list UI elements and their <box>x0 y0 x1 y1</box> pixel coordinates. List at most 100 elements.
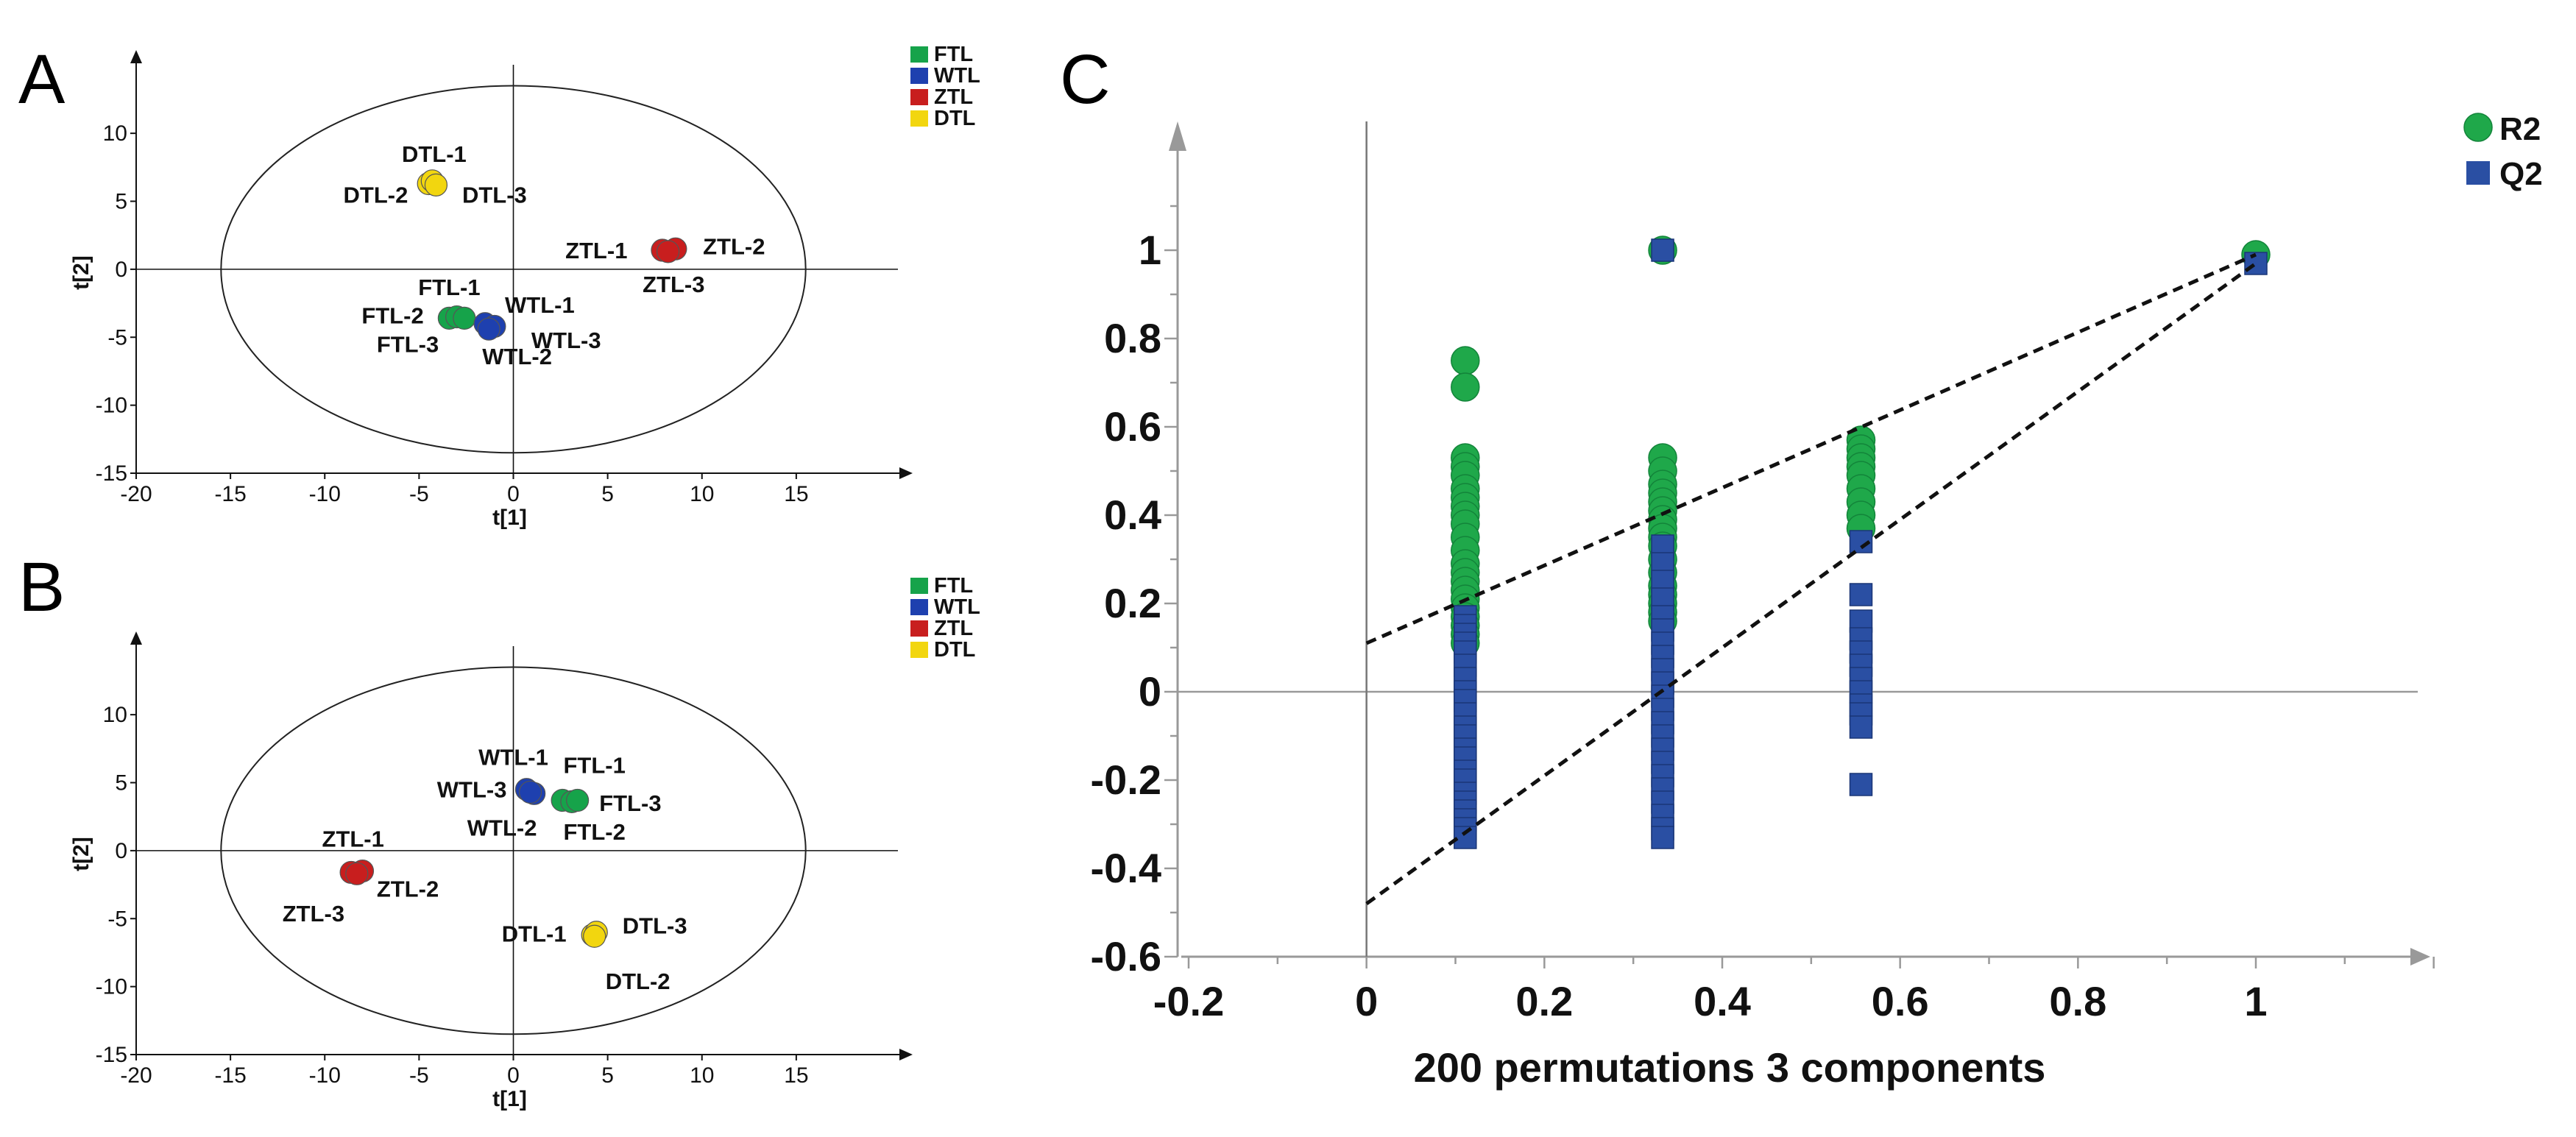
data-point-ftl <box>566 788 590 812</box>
x-tick-label: -10 <box>309 1063 341 1088</box>
data-point-wtl <box>518 780 542 804</box>
point-label: DTL-1 <box>502 921 567 947</box>
y-tick-label: 10 <box>103 121 127 146</box>
legend-marker-r2 <box>2463 113 2493 142</box>
q2-point <box>1849 715 1873 739</box>
y-tick-label: -5 <box>107 325 127 350</box>
panel-b-confidence-ellipse <box>220 666 807 1035</box>
y-tick-label: 0 <box>115 258 127 282</box>
y-tick-label: -10 <box>96 975 127 999</box>
point-label: FTL-1 <box>564 752 626 778</box>
legend-label-dtl: DTL <box>934 107 975 130</box>
point-label: FTL-2 <box>361 303 423 329</box>
y-tick-label: -0.6 <box>1091 933 1162 980</box>
panel-c-y-axis-arrow <box>1169 121 1186 151</box>
x-tick-label: 0.4 <box>1694 978 1751 1024</box>
data-point-dtl <box>424 173 448 196</box>
point-label: DTL-1 <box>402 141 467 167</box>
legend-swatch-wtl <box>910 68 928 84</box>
legend-label-dtl: DTL <box>934 638 975 662</box>
y-tick-label: 0.6 <box>1104 403 1161 450</box>
legend-swatch-dtl <box>910 110 928 127</box>
legend-swatch-ftl <box>910 46 928 63</box>
legend-label-q2: Q2 <box>2499 156 2543 192</box>
legend-swatch-ftl <box>910 578 928 594</box>
data-point-dtl <box>583 924 606 948</box>
x-tick-label: 0.8 <box>2049 978 2106 1024</box>
panel-c-x-axis-arrow <box>2410 948 2430 966</box>
y-tick-label: 0.2 <box>1104 580 1161 626</box>
y-tick-label: 5 <box>115 771 127 796</box>
panel-b-y-axis-label: t[2] <box>69 837 93 871</box>
q2-point <box>1849 583 1873 606</box>
q2-point <box>1849 773 1873 796</box>
legend-swatch-ztl <box>910 89 928 105</box>
x-tick-label: 15 <box>784 1063 808 1088</box>
panel-b-label: B <box>18 548 65 626</box>
panel-b-x-axis-label: t[1] <box>492 1087 527 1111</box>
point-label: DTL-2 <box>606 968 670 994</box>
legend-marker-q2 <box>2466 161 2490 185</box>
panel-c-x-axis-label: 200 permutations 3 components <box>1414 1044 2046 1091</box>
q2-point <box>1651 238 1674 262</box>
legend-label-ztl: ZTL <box>934 85 973 109</box>
x-tick-label: 15 <box>784 482 808 506</box>
point-label: ZTL-1 <box>565 238 627 263</box>
legend-label-wtl: WTL <box>934 595 980 619</box>
r2-point <box>1451 372 1480 402</box>
x-tick-label: 10 <box>690 482 714 506</box>
panel-c-permutation-plot: C 200 permutations 3 components -0.2 0 0.2… <box>1060 40 2543 1091</box>
x-tick-label: -10 <box>309 482 341 506</box>
point-label: WTL-2 <box>467 815 537 840</box>
x-tick-label: -5 <box>409 1063 429 1088</box>
legend-swatch-wtl <box>910 599 928 615</box>
x-tick-label: 0.6 <box>1872 978 1929 1024</box>
x-tick-label: -15 <box>214 1063 246 1088</box>
point-label: WTL-1 <box>505 292 575 318</box>
data-point-ztl <box>345 862 369 885</box>
x-tick-label: 10 <box>690 1063 714 1088</box>
x-tick-label: -20 <box>120 1063 152 1088</box>
y-tick-label: -15 <box>96 1043 127 1067</box>
x-tick-label: -0.2 <box>1153 978 1225 1024</box>
legend-label-ztl: ZTL <box>934 617 973 640</box>
y-tick-label: 10 <box>103 703 127 727</box>
trend-line-q2 <box>1365 261 2257 906</box>
panel-c-label: C <box>1060 40 1111 118</box>
legend-label-ftl: FTL <box>934 43 973 66</box>
panel-a-y-axis-label: t[2] <box>69 255 93 290</box>
point-label: WTL-3 <box>531 327 601 353</box>
point-label: WTL-3 <box>437 777 507 803</box>
point-label: ZTL-3 <box>283 901 344 927</box>
point-label: FTL-1 <box>418 274 480 300</box>
y-tick-label: -10 <box>96 394 127 418</box>
r2-point <box>1451 346 1480 375</box>
legend-swatch-dtl <box>910 642 928 658</box>
x-tick-label: 5 <box>601 1063 614 1088</box>
x-tick-label: 0 <box>1355 978 1378 1024</box>
x-tick-label: 5 <box>601 482 614 506</box>
point-label: ZTL-2 <box>377 876 439 902</box>
point-label: DTL-3 <box>623 913 687 938</box>
point-label: FTL-3 <box>377 331 439 357</box>
point-label: WTL-1 <box>478 744 548 770</box>
y-tick-label: -15 <box>96 461 127 486</box>
panel-a-x-axis-label: t[1] <box>492 506 527 530</box>
y-tick-label: -5 <box>107 907 127 931</box>
y-tick-label: 0.4 <box>1104 492 1161 538</box>
point-label: FTL-2 <box>564 819 626 845</box>
panel-a-confidence-ellipse <box>220 85 807 454</box>
x-tick-label: -15 <box>214 482 246 506</box>
legend-swatch-ztl <box>910 620 928 637</box>
point-label: ZTL-3 <box>643 272 704 297</box>
y-tick-label: 0 <box>1139 668 1161 715</box>
x-tick-label: -5 <box>409 482 429 506</box>
point-label: DTL-3 <box>462 182 527 208</box>
y-tick-label: 1 <box>1139 227 1161 273</box>
panel-a-label: A <box>18 40 66 118</box>
